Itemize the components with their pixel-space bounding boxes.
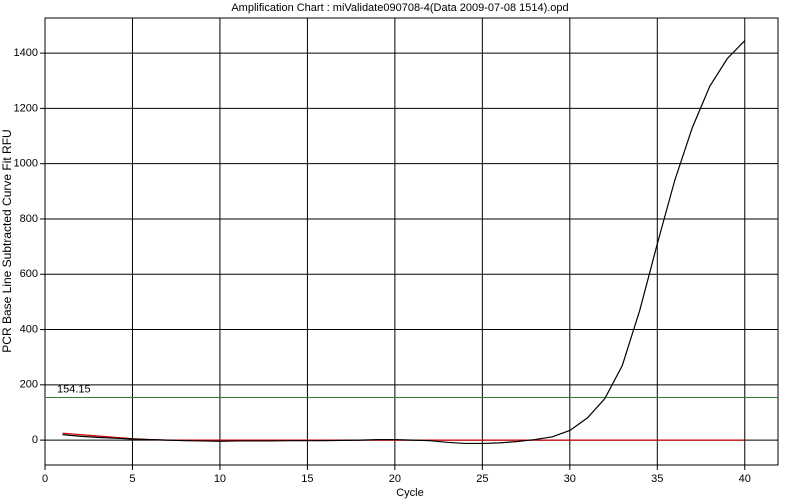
threshold-label: 154.15 xyxy=(57,383,91,395)
y-tick-label: 1200 xyxy=(14,102,38,114)
chart-title: Amplification Chart : miValidate090708-4… xyxy=(231,2,568,14)
y-tick-label: 0 xyxy=(32,434,38,446)
y-tick-label: 600 xyxy=(20,268,38,280)
plot-area xyxy=(44,17,779,466)
data-line xyxy=(62,40,746,445)
x-tick-label: 10 xyxy=(214,473,226,485)
x-tick-label: 40 xyxy=(739,473,751,485)
x-tick-label: 35 xyxy=(651,473,663,485)
x-tick-label: 15 xyxy=(301,473,313,485)
x-axis-label: Cycle xyxy=(396,487,424,499)
y-tick-label: 200 xyxy=(20,379,38,391)
y-tick-label: 400 xyxy=(20,323,38,335)
y-tick-label: 1000 xyxy=(14,158,38,170)
x-tick-label: 5 xyxy=(129,473,135,485)
x-tick-label: 25 xyxy=(476,473,488,485)
x-tick-label: 20 xyxy=(389,473,401,485)
x-tick-label: 30 xyxy=(564,473,576,485)
y-axis-label: PCR Base Line Subtracted Curve Fit RFU xyxy=(0,129,14,352)
y-tick-label: 1400 xyxy=(14,47,38,59)
y-tick-label: 800 xyxy=(20,213,38,225)
x-tick-label: 0 xyxy=(42,473,48,485)
